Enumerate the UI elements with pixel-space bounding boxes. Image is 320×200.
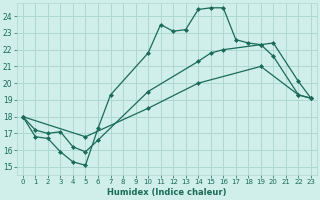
X-axis label: Humidex (Indice chaleur): Humidex (Indice chaleur) (107, 188, 227, 197)
